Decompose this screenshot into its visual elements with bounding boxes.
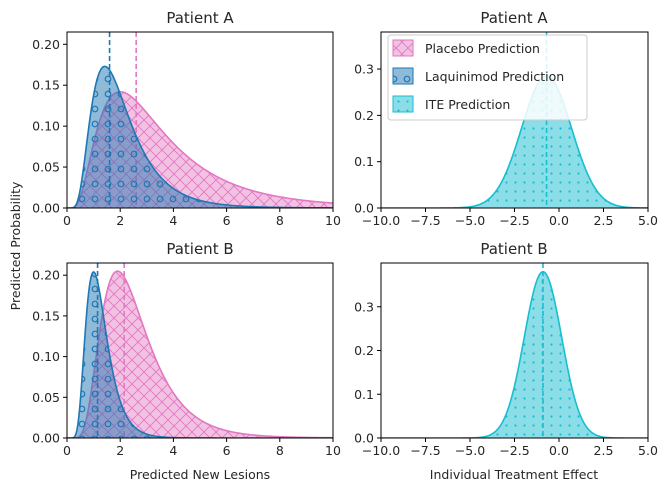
y-tick-label: 0.00	[32, 201, 60, 216]
x-tick-label: −5.0	[455, 443, 485, 458]
y-tick-label: 0.15	[32, 78, 60, 93]
y-tick-label: 0.1	[354, 387, 374, 402]
panel-title: Patient A	[480, 9, 548, 27]
x-tick-label: −5.0	[455, 213, 485, 228]
y-tick-label: 0.20	[32, 268, 60, 283]
legend-label-placebo: Placebo Prediction	[425, 41, 540, 56]
legend-entry-ite: ITE Prediction	[392, 95, 510, 113]
x-tick-label: 10	[325, 443, 341, 458]
x-tick-label: 5.0	[638, 213, 658, 228]
curve-ite	[381, 270, 648, 438]
y-tick-label: 0.05	[32, 390, 60, 405]
x-tick-label: 2.5	[594, 443, 614, 458]
x-tick-label: 6	[223, 443, 231, 458]
legend-label-laquinimod: Laquinimod Prediction	[425, 69, 564, 84]
x-axis-label: Individual Treatment Effect	[430, 467, 599, 482]
area-hatch-ite	[381, 271, 648, 438]
y-tick-label: 0.3	[354, 299, 374, 314]
legend-swatch-laquinimod-hatch	[393, 68, 413, 84]
x-tick-label: 4	[169, 443, 177, 458]
area-hatch-laquinimod	[67, 271, 333, 438]
axes-frame	[66, 31, 334, 209]
x-tick-label: 0.0	[549, 213, 569, 228]
x-tick-label: −10.0	[362, 443, 400, 458]
x-tick-label: −7.5	[410, 213, 440, 228]
y-tick-label: 0.15	[32, 308, 60, 323]
panel-title: Patient B	[166, 240, 233, 258]
x-tick-label: 8	[276, 443, 284, 458]
panel-patient-b-lesions: Patient B Predicted New Lesions 0 2 4 6 8 10 0…	[32, 240, 341, 482]
x-axis-label: Predicted New Lesions	[130, 467, 270, 482]
legend: Placebo Prediction Laquinimod Prediction…	[387, 34, 588, 121]
plot-area	[67, 32, 333, 208]
area-hatch-laquinimod	[67, 66, 333, 208]
x-tick-label: −10.0	[362, 213, 400, 228]
plot-area	[67, 263, 333, 438]
area-hatch-ite	[381, 76, 648, 208]
legend-frame	[387, 34, 588, 121]
y-tick-label: 0.1	[354, 154, 374, 169]
x-tick-label: −2.5	[499, 443, 529, 458]
curve-placebo	[67, 270, 333, 438]
y-tick-label: 0.0	[354, 431, 374, 446]
x-tick-label: 10	[325, 213, 341, 228]
panel-patient-a-ite: Patient A −10.0 −7.5 −5.0 −2.5 0.0 2.5 5.0 0.0 0…	[354, 9, 658, 228]
y-tick-label: 0.3	[354, 62, 374, 77]
x-tick-label: 6	[223, 213, 231, 228]
legend-entry-laquinimod: Laquinimod Prediction	[392, 67, 564, 85]
x-tick-label: 4	[169, 213, 177, 228]
y-tick-label: 0.05	[32, 160, 60, 175]
y-tick-label: 0.20	[32, 37, 60, 52]
legend-swatch-ite-hatch	[393, 96, 413, 112]
x-tick-label: 8	[276, 213, 284, 228]
plot-area	[381, 263, 648, 438]
axes-frame	[66, 262, 334, 439]
y-tick-label: 0.2	[354, 108, 374, 123]
legend-label-ite: ITE Prediction	[425, 97, 510, 112]
x-tick-label: 0	[63, 443, 71, 458]
panel-title: Patient B	[480, 240, 547, 258]
x-tick-label: 2.5	[594, 213, 614, 228]
legend-swatch-placebo-hatch	[393, 40, 413, 56]
x-tick-label: 2	[116, 213, 124, 228]
x-tick-label: −2.5	[499, 213, 529, 228]
x-tick-label: 5.0	[638, 443, 658, 458]
area-hatch-placebo	[67, 271, 333, 438]
panel-patient-b-ite: Patient B Individual Treatment Effect −1…	[354, 240, 658, 482]
y-tick-label: 0.0	[354, 201, 374, 216]
x-tick-label: −7.5	[410, 443, 440, 458]
x-tick-label: 0.0	[549, 443, 569, 458]
x-tick-label: 0	[63, 213, 71, 228]
panel-patient-a-lesions: Patient A 0 2 4 6 8 10 0.00 0.05 0.10 0.15 0.20	[32, 9, 341, 228]
y-tick-label: 0.00	[32, 431, 60, 446]
panel-title: Patient A	[166, 9, 234, 27]
y-tick-label: 0.10	[32, 349, 60, 364]
curve-ite	[381, 75, 648, 208]
x-tick-label: 2	[116, 443, 124, 458]
shared-y-label: Predicted Probability	[8, 181, 23, 310]
y-tick-label: 0.2	[354, 343, 374, 358]
y-tick-label: 0.10	[32, 119, 60, 134]
legend-entry-placebo: Placebo Prediction	[392, 39, 540, 57]
